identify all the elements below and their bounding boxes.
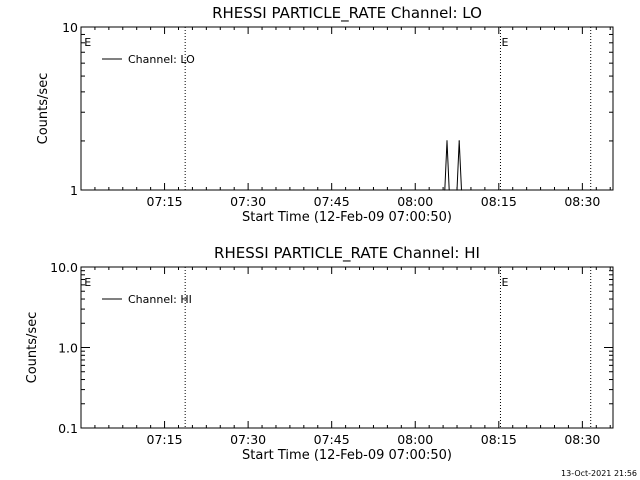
plot-frame [80,266,614,429]
x-tick-label: 08:30 [564,194,600,209]
panel-channel-hi: RHESSI PARTICLE_RATE Channel: HI 07:15 07:… [25,244,614,463]
x-axis-label: Start Time (12-Feb-09 07:00:50) [242,448,452,463]
event-marker-label: E [501,276,508,289]
data-point [448,189,450,191]
x-tick-label: 08:30 [564,432,600,447]
panel-channel-lo: RHESSI PARTICLE_RATE Channel: LO 07:15 07:… [36,4,614,225]
y-axis-label: Counts/sec [25,312,40,384]
x-tick-label: 07:45 [314,432,350,447]
y-tick-label: 1.0 [58,341,78,356]
x-tick-label: 07:15 [147,432,183,447]
data-point [456,189,458,191]
x-tick-label: 08:00 [397,432,433,447]
y-tick-label: 1 [70,183,78,198]
legend-label: Channel: HI [128,293,192,306]
x-axis-label: Start Time (12-Feb-09 07:00:50) [242,210,452,225]
data-point [444,189,446,191]
plot-frame [80,26,614,191]
x-tick-label: 07:15 [147,194,183,209]
chart-title: RHESSI PARTICLE_RATE Channel: HI [214,244,480,263]
y-axis-label: Counts/sec [36,73,51,145]
y-tick-label: 0.1 [58,421,78,436]
x-tick-label: 08:15 [481,194,517,209]
data-series-line [456,140,462,191]
data-series-line [444,140,450,191]
data-point [460,189,463,191]
chart-title: RHESSI PARTICLE_RATE Channel: LO [212,4,482,23]
data-point [446,140,448,142]
data-point [458,140,460,142]
event-marker-label: E [84,36,91,49]
x-tick-label: 07:30 [230,432,266,447]
y-tick-label: 10 [62,20,78,35]
x-tick-label: 07:45 [314,194,350,209]
x-tick-label: 07:30 [230,194,266,209]
y-tick-label: 10.0 [50,260,78,275]
event-marker-label: E [84,276,91,289]
generation-timestamp: 13-Oct-2021 21:56 [561,469,637,478]
x-tick-label: 08:15 [481,432,517,447]
x-tick-label: 08:00 [397,194,433,209]
legend-label: Channel: LO [128,53,195,66]
event-marker-label: E [501,36,508,49]
